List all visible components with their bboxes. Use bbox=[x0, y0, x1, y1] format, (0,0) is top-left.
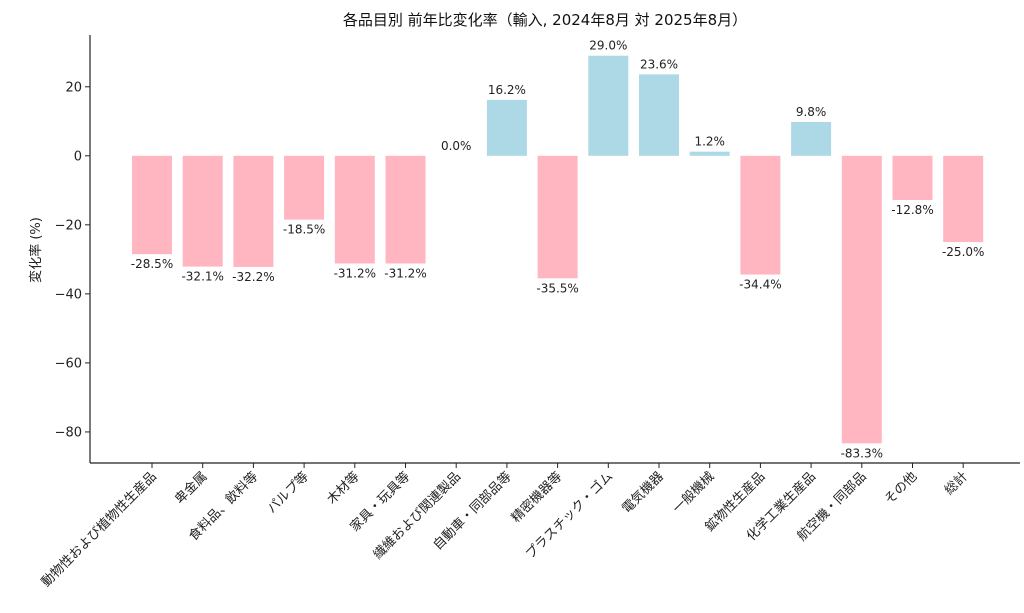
category-label: 繊維および関連製品 bbox=[370, 469, 464, 563]
category-label: 卑金属 bbox=[172, 469, 211, 508]
y-tick-label: 20 bbox=[65, 80, 82, 95]
data-label: -28.5% bbox=[131, 257, 173, 271]
data-label: 0.0% bbox=[441, 139, 472, 153]
data-label: -34.4% bbox=[739, 278, 781, 292]
bar bbox=[334, 155, 375, 264]
data-label: -12.8% bbox=[891, 203, 933, 217]
bar bbox=[132, 155, 172, 255]
data-label: -32.1% bbox=[181, 270, 223, 284]
category-label: 一般機械 bbox=[669, 469, 717, 517]
bars-group bbox=[132, 55, 984, 444]
y-tick-label: −40 bbox=[55, 287, 82, 302]
data-label: -18.5% bbox=[283, 223, 325, 237]
bar bbox=[233, 155, 274, 267]
bar bbox=[841, 155, 882, 444]
bar bbox=[791, 121, 832, 156]
data-label: 29.0% bbox=[589, 39, 627, 53]
category-label: プラスチック・ゴム bbox=[522, 469, 616, 563]
category-label: 総計 bbox=[941, 469, 971, 499]
y-tick-label: −80 bbox=[55, 425, 82, 440]
bar bbox=[943, 155, 984, 243]
data-label: 16.2% bbox=[488, 83, 526, 97]
bar bbox=[588, 55, 629, 156]
category-label: 動物性および植物性生産品 bbox=[38, 469, 160, 591]
y-axis-label: 変化率 (%) bbox=[28, 217, 44, 283]
y-tick-label: −60 bbox=[55, 356, 82, 371]
bar bbox=[639, 74, 679, 156]
category-label: パルプ等 bbox=[264, 469, 312, 517]
category-label: 木材等 bbox=[324, 469, 363, 508]
y-tick-label: −20 bbox=[55, 218, 82, 233]
bar bbox=[385, 155, 426, 264]
bar bbox=[892, 155, 933, 200]
category-label: 電気機器 bbox=[619, 469, 667, 517]
bar bbox=[182, 155, 223, 267]
data-labels-group: -28.5% -32.1% -32.2% -18.5% -31.2% -31.2% 0.0%… bbox=[131, 39, 985, 461]
y-ticks-group: 20 0 −20 −40 −60 −80 bbox=[55, 80, 964, 468]
data-label: -35.5% bbox=[536, 281, 578, 295]
data-label: 23.6% bbox=[640, 57, 678, 71]
category-label: その他 bbox=[882, 469, 920, 507]
data-label: 9.8% bbox=[796, 105, 827, 119]
bar bbox=[486, 99, 527, 156]
y-tick-label: 0 bbox=[74, 149, 82, 164]
data-label: 1.2% bbox=[694, 135, 725, 149]
bar bbox=[740, 155, 781, 275]
bar bbox=[537, 155, 578, 279]
data-label: -25.0% bbox=[942, 245, 984, 259]
data-label: -83.3% bbox=[841, 446, 883, 460]
bar bbox=[284, 155, 325, 220]
data-label: -32.2% bbox=[232, 270, 274, 284]
bar bbox=[689, 151, 730, 156]
data-label: -31.2% bbox=[334, 266, 376, 280]
chart-title: 各品目別 前年比変化率（輸入, 2024年8月 対 2025年8月） bbox=[343, 11, 747, 29]
data-label: -31.2% bbox=[384, 266, 426, 280]
